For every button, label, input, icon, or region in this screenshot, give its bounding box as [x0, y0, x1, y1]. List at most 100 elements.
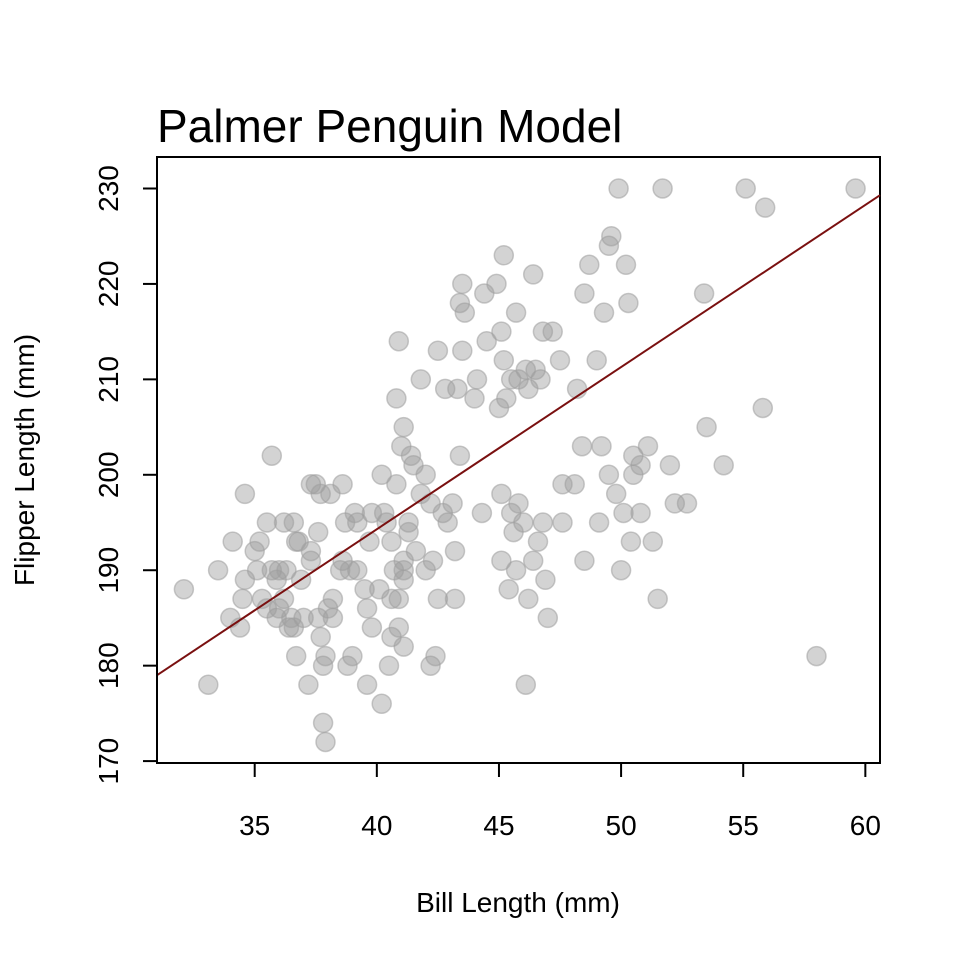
data-point [356, 674, 378, 695]
x-tick-label: 35 [239, 810, 270, 841]
data-point [388, 330, 410, 352]
data-point [806, 645, 827, 667]
data-point [593, 302, 615, 323]
data-point [586, 350, 607, 371]
data-point [342, 645, 363, 667]
data-point [515, 674, 537, 695]
x-tick-label: 40 [361, 810, 392, 841]
data-point [574, 550, 595, 571]
data-point [527, 531, 549, 552]
data-point [317, 598, 339, 619]
y-tick-label: 190 [93, 547, 124, 594]
data-point [285, 645, 307, 667]
x-tick-label: 55 [728, 810, 759, 841]
data-point [452, 340, 473, 361]
data-point [508, 493, 529, 514]
data-point [618, 292, 639, 314]
data-point [332, 474, 353, 495]
data-point [234, 483, 256, 505]
data-point [752, 397, 774, 419]
data-point [610, 559, 632, 581]
data-point [256, 512, 278, 533]
data-point [300, 540, 322, 562]
data-point [542, 321, 563, 342]
y-tick-label: 210 [93, 356, 124, 403]
data-point [522, 550, 544, 571]
data-point [659, 454, 681, 476]
data-point [498, 579, 519, 600]
x-axis-ticks: 35 40 45 50 55 60 [239, 763, 881, 841]
data-point [620, 531, 642, 552]
data-point [393, 636, 414, 657]
data-point [549, 350, 571, 371]
data-point [525, 359, 546, 381]
data-point [530, 369, 551, 390]
x-tick-label: 50 [606, 810, 637, 841]
data-point [454, 302, 476, 323]
data-point [505, 302, 527, 323]
data-point [630, 454, 651, 476]
data-point [491, 321, 512, 342]
data-point [676, 493, 698, 514]
data-point [310, 626, 331, 648]
data-point [371, 693, 392, 715]
data-point [312, 712, 334, 734]
data-point [605, 483, 627, 505]
data-point [386, 388, 407, 409]
data-point [696, 416, 717, 438]
data-point [427, 588, 449, 610]
data-point [339, 559, 361, 581]
data-point [591, 435, 612, 457]
data-point [337, 655, 358, 676]
data-point [405, 540, 427, 562]
data-point [173, 579, 195, 600]
data-point [381, 531, 402, 552]
y-tick-label: 200 [93, 451, 124, 498]
data-point [425, 645, 446, 667]
data-point [630, 502, 651, 524]
data-point [198, 674, 219, 695]
data-point [588, 512, 610, 533]
data-point [356, 598, 378, 619]
data-point [637, 435, 659, 457]
data-point [486, 273, 507, 295]
data-point [571, 435, 593, 457]
data-point [579, 254, 600, 276]
data-point [522, 264, 544, 285]
data-point [381, 588, 402, 610]
data-point [471, 502, 493, 524]
data-point [513, 512, 534, 533]
data-point [347, 512, 368, 533]
y-axis-ticks: 170 180 190 200 210 220 230 [93, 165, 157, 784]
data-point [452, 273, 473, 295]
data-point [415, 464, 436, 486]
data-point [493, 245, 515, 266]
data-point [427, 340, 449, 361]
data-point [505, 559, 527, 581]
x-tick-label: 60 [850, 810, 881, 841]
y-tick-label: 220 [93, 261, 124, 308]
data-point [283, 512, 305, 533]
y-tick-label: 170 [93, 738, 124, 785]
data-point [601, 225, 622, 247]
data-point [466, 369, 488, 390]
data-point [574, 283, 595, 304]
data-point [552, 512, 573, 533]
data-point [207, 559, 229, 581]
data-point [276, 559, 297, 581]
data-point [449, 445, 471, 466]
y-tick-label: 230 [93, 165, 124, 212]
data-point [371, 464, 392, 486]
data-point [261, 445, 283, 466]
data-point [491, 550, 512, 571]
chart-title: Palmer Penguin Model [157, 100, 622, 152]
data-point [491, 483, 512, 505]
data-point [322, 588, 344, 610]
data-point [410, 369, 432, 390]
data-point [273, 588, 295, 610]
regression-line [156, 194, 881, 677]
data-point [500, 369, 522, 390]
data-point [442, 493, 463, 514]
data-point [713, 454, 734, 476]
